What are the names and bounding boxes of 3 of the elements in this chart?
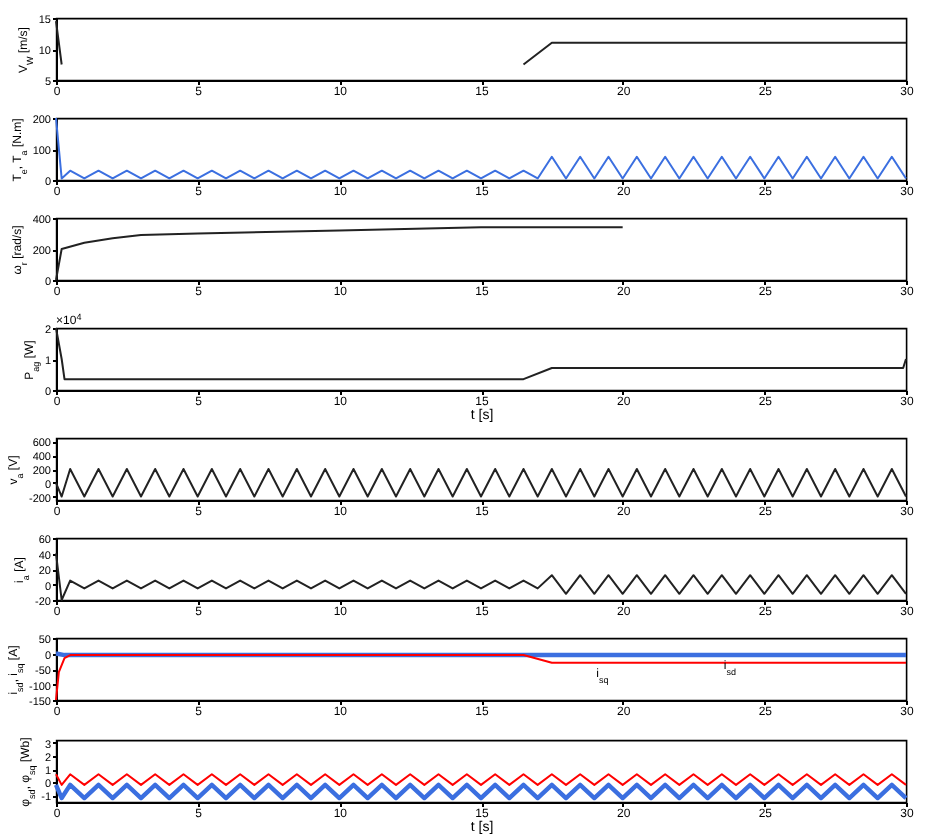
line-series <box>55 327 907 381</box>
line-series <box>55 226 624 281</box>
line-series <box>55 117 907 180</box>
